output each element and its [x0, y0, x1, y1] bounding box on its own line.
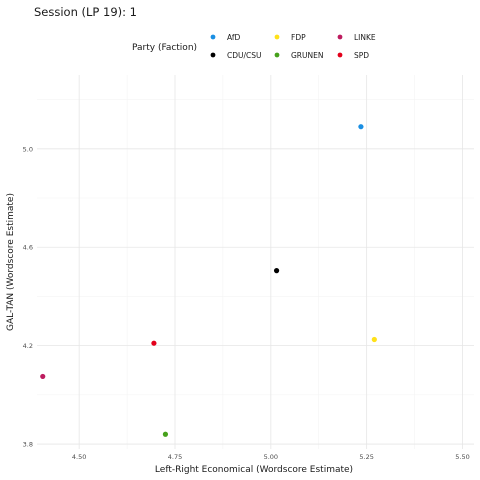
x-axis-ticks: 4.50 4.75 5.00 5.25 5.50 — [72, 453, 470, 461]
y-tick-label: 4.2 — [23, 342, 33, 350]
data-point-grunen — [162, 431, 169, 437]
legend-label-linke: LINKE — [354, 33, 376, 42]
legend-label-afd: AfD — [227, 33, 241, 42]
legend-key-afd — [210, 34, 216, 40]
legend-key-linke — [337, 34, 343, 40]
data-point-afd — [358, 124, 364, 130]
x-tick-label: 5.50 — [455, 453, 469, 461]
legend-label-fdp: FDP — [291, 33, 306, 42]
x-tick-label: 4.50 — [72, 453, 86, 461]
x-tick-label: 4.75 — [168, 453, 182, 461]
y-axis-label: GAL-TAN (Wordscore Estimate) — [6, 193, 16, 331]
legend-label-spd: SPD — [354, 51, 369, 60]
y-axis-ticks: 3.8 4.2 4.6 5.0 — [23, 145, 33, 448]
legend-key-fdp — [274, 34, 280, 40]
legend: Party (Faction) AfD CDU/CSU FDP GRUNEN LINKE… — [132, 33, 376, 60]
x-tick-label: 5.25 — [359, 453, 373, 461]
y-tick-label: 3.8 — [23, 441, 33, 449]
x-axis-label: Left-Right Economical (Wordscore Estimat… — [155, 465, 353, 475]
legend-title: Party (Faction) — [132, 43, 197, 53]
data-point-cdu-csu — [273, 268, 280, 274]
data-points — [40, 124, 377, 437]
chart-title: Session (LP 19): 1 — [34, 5, 137, 19]
legend-label-grunen: GRUNEN — [291, 51, 323, 60]
legend-key-grunen — [274, 52, 280, 58]
y-tick-label: 4.6 — [23, 244, 33, 252]
y-tick-label: 5.0 — [23, 145, 33, 153]
legend-key-cdu-csu — [210, 52, 216, 58]
legend-key-spd — [337, 52, 343, 58]
data-point-fdp — [371, 336, 377, 343]
data-point-spd — [151, 340, 157, 346]
data-point-linke — [40, 373, 46, 380]
legend-label-cdu-csu: CDU/CSU — [227, 51, 262, 60]
x-tick-label: 5.00 — [264, 453, 278, 461]
plot-grid — [37, 75, 474, 449]
